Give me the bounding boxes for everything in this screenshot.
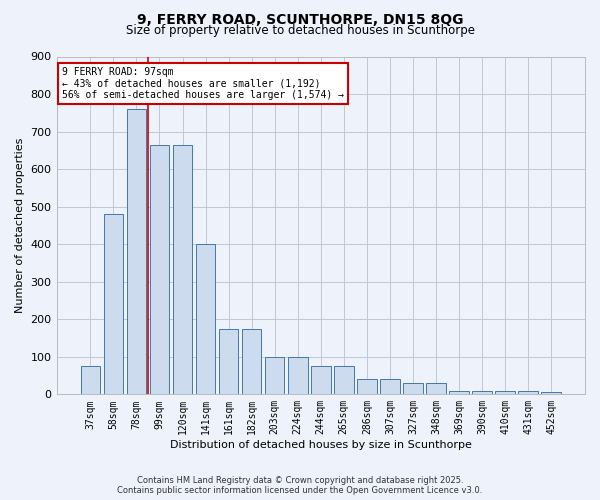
Bar bbox=[380, 378, 400, 394]
Bar bbox=[127, 109, 146, 395]
Bar bbox=[265, 357, 284, 395]
Text: Size of property relative to detached houses in Scunthorpe: Size of property relative to detached ho… bbox=[125, 24, 475, 37]
X-axis label: Distribution of detached houses by size in Scunthorpe: Distribution of detached houses by size … bbox=[170, 440, 472, 450]
Bar bbox=[518, 392, 538, 394]
Bar bbox=[472, 390, 492, 394]
Text: Contains HM Land Registry data © Crown copyright and database right 2025.
Contai: Contains HM Land Registry data © Crown c… bbox=[118, 476, 482, 495]
Bar bbox=[403, 383, 423, 394]
Bar bbox=[173, 144, 193, 394]
Bar bbox=[104, 214, 123, 394]
Bar bbox=[426, 383, 446, 394]
Bar bbox=[288, 357, 308, 395]
Text: 9 FERRY ROAD: 97sqm
← 43% of detached houses are smaller (1,192)
56% of semi-det: 9 FERRY ROAD: 97sqm ← 43% of detached ho… bbox=[62, 66, 344, 100]
Bar bbox=[496, 392, 515, 394]
Bar bbox=[541, 392, 561, 394]
Bar bbox=[242, 328, 262, 394]
Bar bbox=[311, 366, 331, 394]
Bar bbox=[149, 144, 169, 394]
Bar bbox=[334, 366, 353, 394]
Bar bbox=[80, 366, 100, 394]
Y-axis label: Number of detached properties: Number of detached properties bbox=[15, 138, 25, 313]
Bar bbox=[357, 378, 377, 394]
Bar bbox=[449, 390, 469, 394]
Bar bbox=[219, 328, 238, 394]
Bar bbox=[196, 244, 215, 394]
Text: 9, FERRY ROAD, SCUNTHORPE, DN15 8QG: 9, FERRY ROAD, SCUNTHORPE, DN15 8QG bbox=[137, 12, 463, 26]
